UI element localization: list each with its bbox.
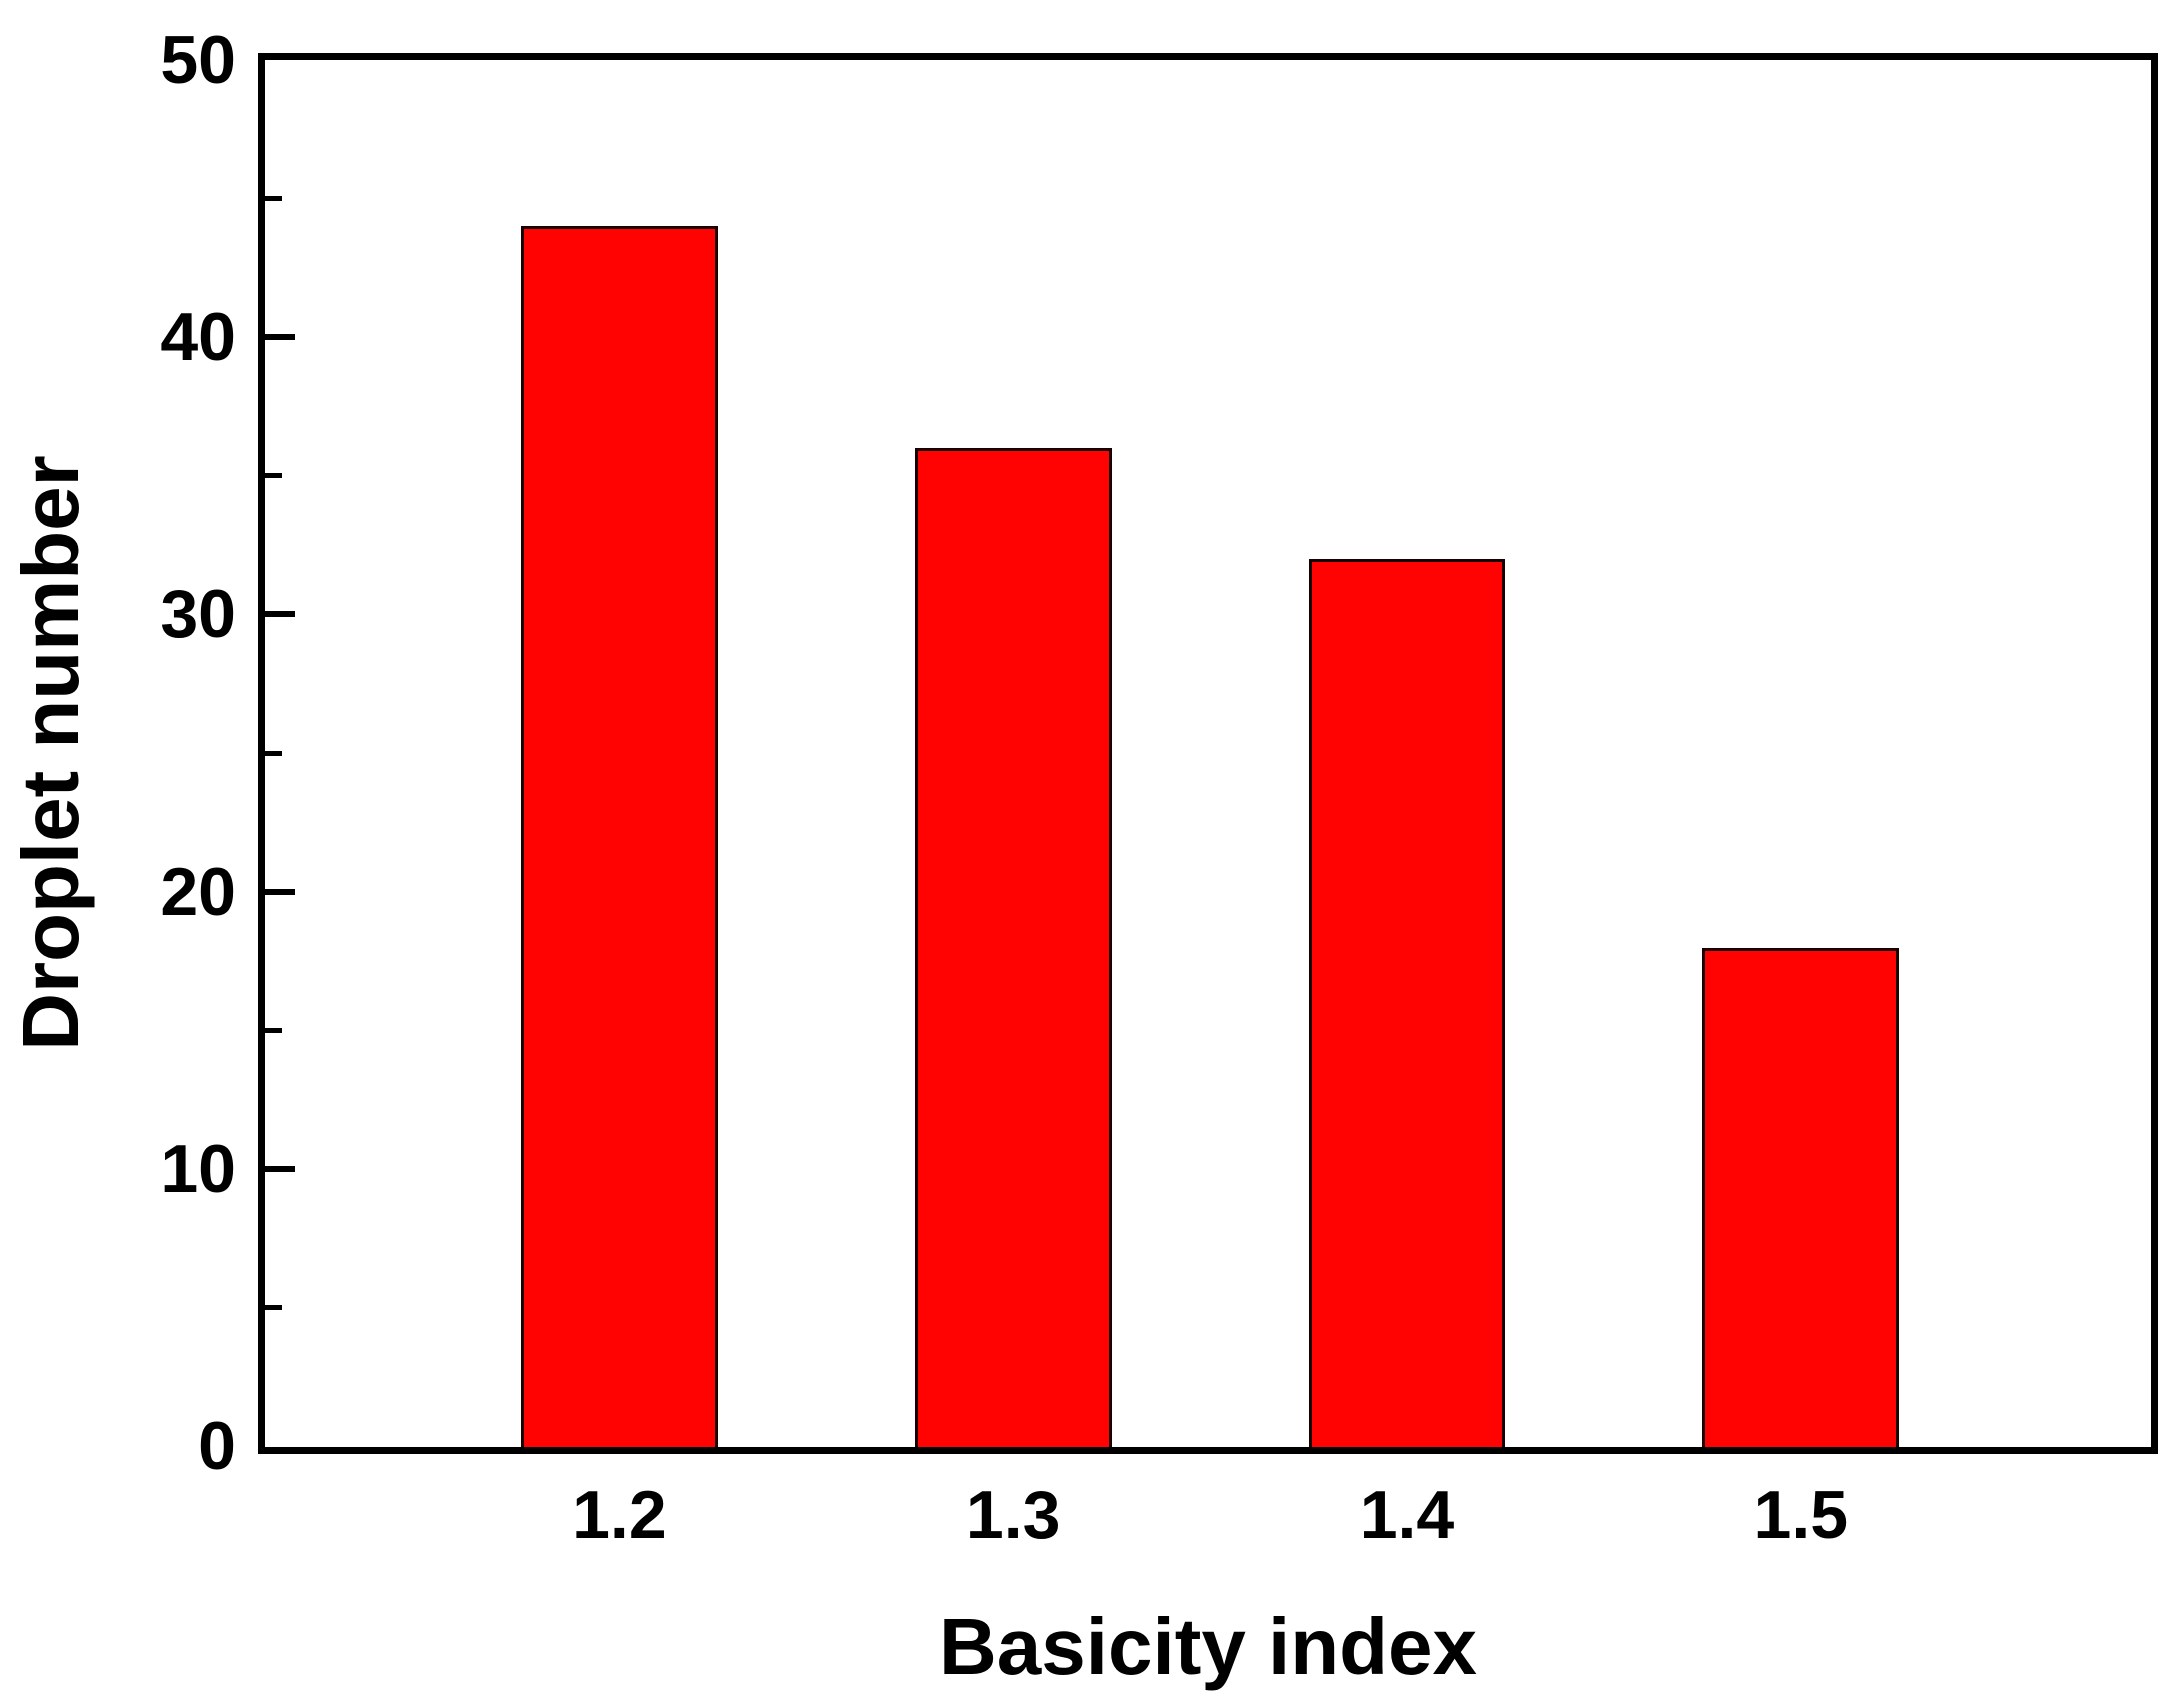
y-minor-tick	[265, 1027, 282, 1033]
y-tick-label: 40	[160, 299, 236, 376]
y-minor-tick	[265, 196, 282, 202]
x-tick-label: 1.5	[1753, 1477, 1849, 1553]
x-tick-label: 1.3	[965, 1477, 1061, 1553]
y-minor-tick	[265, 1304, 282, 1310]
bar-1.4	[1308, 559, 1506, 1447]
bar-1.2	[520, 226, 718, 1447]
y-major-tick	[265, 334, 295, 341]
y-major-tick	[265, 888, 295, 895]
plot-area	[258, 53, 2158, 1454]
y-minor-tick	[265, 750, 282, 756]
y-axis-title: Droplet number	[6, 455, 95, 1051]
y-tick-label: 10	[160, 1130, 236, 1207]
y-tick-label: 20	[160, 853, 236, 930]
y-tick-label: 30	[160, 576, 236, 653]
y-major-tick	[265, 611, 295, 618]
y-minor-tick	[265, 473, 282, 479]
x-axis-title: Basicity index	[938, 1602, 1478, 1691]
bar-1.3	[914, 448, 1112, 1447]
x-tick-label: 1.4	[1359, 1477, 1455, 1553]
y-major-tick	[265, 1165, 295, 1172]
x-tick-label: 1.2	[572, 1477, 667, 1553]
y-tick-label: 0	[198, 1408, 236, 1484]
bar-1.5	[1702, 947, 1900, 1447]
y-tick-label: 50	[160, 22, 236, 98]
